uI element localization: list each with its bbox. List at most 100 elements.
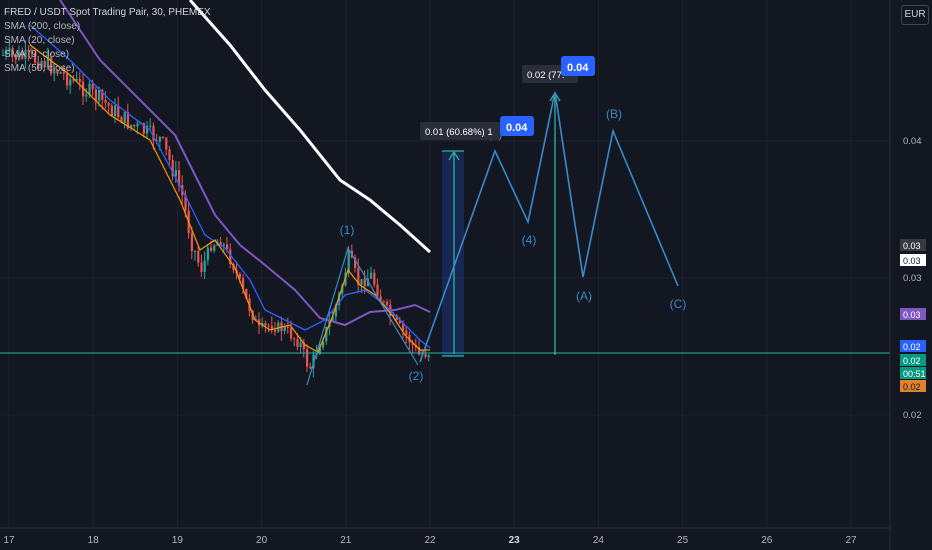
candle-body [206, 247, 209, 261]
candle-body [146, 125, 149, 134]
wave-labels: (1)(2)(3)(4)(A)(B)(C) [340, 107, 687, 383]
candle-body [210, 247, 213, 251]
price-label-bg [900, 254, 926, 266]
candle-body [226, 244, 229, 250]
candle-body [293, 338, 296, 340]
candle-body [190, 233, 193, 252]
grid [0, 0, 890, 528]
price-label: 0.02 [903, 356, 921, 366]
candle-body [376, 284, 379, 297]
chart-legend: FRED / USDT Spot Trading Pair, 30, PHEME… [4, 6, 211, 76]
candle-body [245, 288, 248, 299]
candle-body [27, 49, 30, 52]
measure-box [442, 151, 464, 356]
candle-body [357, 268, 360, 285]
candle-body [427, 355, 430, 357]
x-tick-label: 24 [593, 535, 605, 546]
candle-body [117, 105, 120, 118]
candle-body [299, 342, 302, 347]
candle-body [123, 112, 126, 123]
indicator-sma-20[interactable]: SMA (20, close) [4, 35, 75, 46]
sma-9-line [29, 44, 430, 353]
price-labels: 0.03 0.03 0.03 0.02 0.02 00:51 0.02 [900, 239, 926, 392]
candle-body [101, 89, 104, 100]
measure2-badge-text: 0.04 [567, 62, 589, 74]
y-tick-label: 0.04 [903, 136, 922, 147]
candle-body [107, 102, 110, 106]
candle-body [373, 272, 376, 285]
x-tick-label: 18 [88, 535, 100, 546]
candle-body [254, 319, 257, 321]
candle-body [37, 62, 40, 69]
candle-body [302, 342, 305, 350]
candle-body [130, 124, 133, 129]
candle-body [30, 51, 33, 54]
candle-body [50, 56, 53, 74]
candle-body [98, 89, 101, 101]
wave-label: (2) [409, 369, 424, 383]
candle-body [290, 327, 293, 339]
candle-body [392, 315, 395, 317]
candle-body [347, 250, 350, 273]
candle-body [85, 94, 88, 97]
currency-button[interactable]: EUR [901, 5, 929, 25]
candle-body [200, 262, 203, 273]
price-label-bg [900, 367, 926, 379]
price-label-bg [900, 308, 926, 320]
measure1-badge [500, 116, 534, 136]
indicator-sma-200[interactable]: SMA (200, close) [4, 21, 81, 32]
candle-body [72, 79, 75, 81]
price-axis[interactable]: 0.04 0.03 0.02 [903, 136, 922, 421]
symbol-title[interactable]: FRED / USDT Spot Trading Pair, 30, PHEME… [4, 7, 211, 18]
candle-body [286, 326, 289, 328]
x-tick-label: 19 [172, 535, 184, 546]
wave-label: (B) [606, 107, 622, 121]
price-label: 0.02 [903, 342, 921, 352]
candle-body [395, 315, 398, 320]
price-label: 0.03 [903, 256, 921, 266]
wave-label: (1) [340, 223, 355, 237]
y-tick-label: 0.02 [903, 410, 922, 421]
candle-body [174, 170, 177, 177]
candle-body [133, 124, 136, 127]
candle-body [165, 137, 168, 150]
measure2-badge [561, 56, 595, 76]
sma-200-line [188, 0, 432, 254]
x-tick-label: 17 [3, 535, 15, 546]
candle-body [386, 301, 389, 305]
candle-body [18, 52, 21, 60]
candle-body [264, 323, 267, 326]
candle-body [5, 50, 8, 55]
candle-body [203, 260, 206, 273]
price-label-bg [900, 340, 926, 352]
candle-body [149, 125, 152, 127]
candle-body [8, 48, 11, 51]
elliott-wave-projection [419, 91, 679, 363]
candle-body [11, 48, 14, 55]
candle-body [162, 136, 165, 138]
candlesticks [2, 39, 430, 378]
candle-body [158, 136, 161, 142]
candle-body [267, 325, 270, 327]
indicator-sma-9[interactable]: SMA (9, close) [4, 49, 70, 60]
y-tick-label: 0.03 [903, 273, 922, 284]
measure2-tooltip-text: 0.02 (77. [527, 70, 565, 81]
candle-body [222, 244, 225, 246]
measure-arrowhead [448, 150, 460, 161]
candle-body [2, 54, 5, 56]
x-tick-label: 25 [677, 535, 689, 546]
wave-label: (4) [522, 233, 537, 247]
candle-body [309, 366, 312, 369]
candle-body [398, 319, 401, 324]
time-axis[interactable]: 17 18 19 20 21 22 23 24 25 26 27 [0, 0, 891, 550]
candle-body [360, 279, 363, 285]
candle-body [331, 316, 334, 322]
indicator-sma-50[interactable]: SMA (50, close) [4, 63, 75, 74]
x-tick-label: 22 [424, 535, 436, 546]
price-label-bg [900, 380, 926, 392]
candle-body [283, 326, 286, 332]
candle-body [168, 149, 171, 160]
price-label: 00:51 [903, 369, 926, 379]
candle-body [94, 89, 97, 101]
